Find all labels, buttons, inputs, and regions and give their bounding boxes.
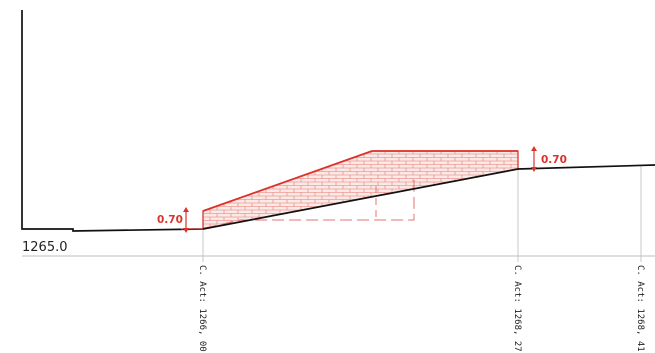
dimension-marker-left xyxy=(181,207,203,233)
dimension-marker-right xyxy=(531,146,537,172)
masonry-fill-body xyxy=(202,150,519,230)
station-label: C. Act: 1268, 27 xyxy=(512,265,522,352)
terrain-profile xyxy=(21,10,655,232)
fill-top-edge xyxy=(202,150,373,212)
dimension-label-left: 0.70 xyxy=(157,214,183,226)
datum-label: 1265.0 xyxy=(22,240,68,255)
dimension-label-right: 0.70 xyxy=(541,154,567,166)
station-label: C. Act: 1266, 00 xyxy=(197,265,207,352)
station-label: C. Act: 1268, 41 xyxy=(635,265,645,352)
excavation-dashed-outline xyxy=(204,178,415,229)
